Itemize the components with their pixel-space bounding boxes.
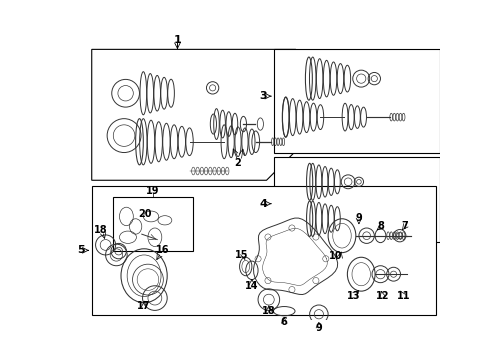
Bar <box>274 49 440 153</box>
Text: 1: 1 <box>173 35 181 45</box>
Bar <box>274 157 440 242</box>
Text: 15: 15 <box>235 250 248 260</box>
Text: 3: 3 <box>260 91 267 101</box>
Text: 5: 5 <box>77 245 85 255</box>
Bar <box>92 186 436 315</box>
Text: 13: 13 <box>347 291 360 301</box>
Text: 20: 20 <box>138 209 151 219</box>
Text: 18: 18 <box>262 306 276 316</box>
Text: 4: 4 <box>260 199 268 209</box>
Text: 12: 12 <box>376 291 390 301</box>
Text: 6: 6 <box>281 317 288 327</box>
Text: 8: 8 <box>377 221 384 231</box>
Text: 16: 16 <box>156 244 170 255</box>
Text: 7: 7 <box>402 221 409 231</box>
Text: 14: 14 <box>245 281 259 291</box>
Text: 11: 11 <box>397 291 410 301</box>
Text: 9: 9 <box>316 323 322 333</box>
Text: 19: 19 <box>146 186 159 196</box>
Text: 2: 2 <box>235 158 242 168</box>
Polygon shape <box>92 49 296 180</box>
Text: 18: 18 <box>94 225 108 235</box>
Text: 10: 10 <box>329 252 343 261</box>
Text: 17: 17 <box>137 301 151 311</box>
Bar <box>113 197 194 251</box>
Text: 9: 9 <box>356 213 362 223</box>
